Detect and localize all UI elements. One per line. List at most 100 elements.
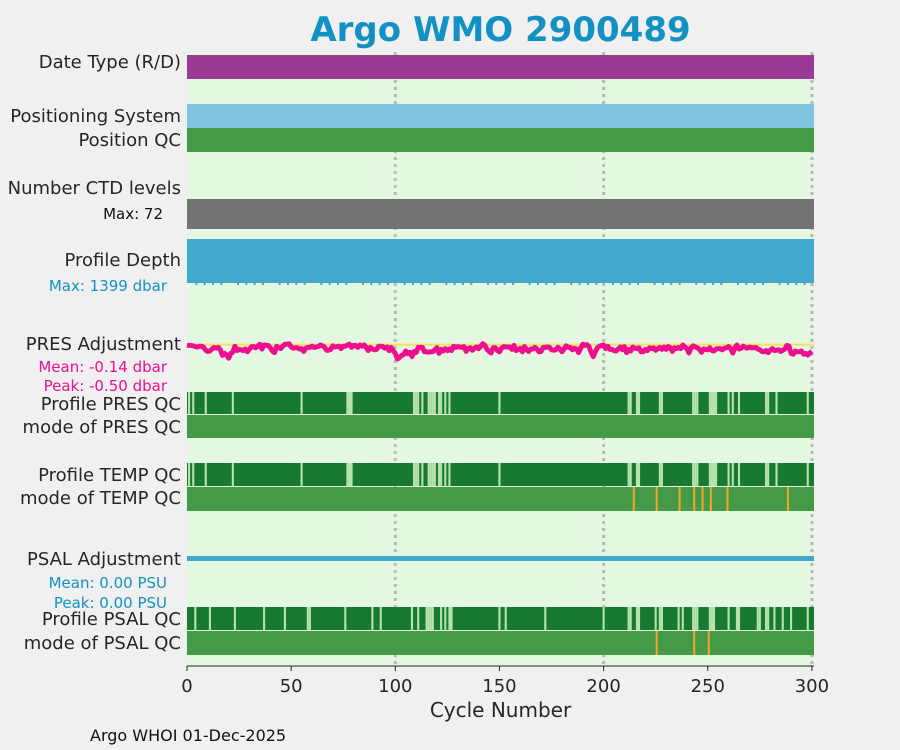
- profile-psal-qc-bar-gap-124: [444, 607, 447, 630]
- depth-tick-292: [795, 283, 798, 285]
- depth-tick-136: [470, 283, 473, 285]
- temp-qc-flag-251: [709, 487, 712, 511]
- profile-pres-qc-bar-gap-116: [427, 392, 430, 414]
- profile-temp-qc-bar-gap-111: [417, 463, 420, 486]
- profile-temp-qc-bar-gap-298: [806, 463, 809, 486]
- profile-pres-qc-bar-gap-262: [731, 392, 734, 414]
- profile-pres-qc-bar-gap-243: [692, 392, 695, 414]
- profile-psal-qc-bar-gap-37: [263, 607, 266, 630]
- profile-psal-qc-bar-gap-59: [308, 607, 311, 630]
- depth-tick-248: [703, 283, 706, 285]
- depth-tick-36: [261, 283, 264, 285]
- label-date-type: Date Type (R/D): [38, 52, 181, 73]
- profile-psal-qc-bar-gap-279: [767, 607, 770, 630]
- profile-temp-qc-bar-gap-243: [692, 463, 695, 486]
- profile-temp-qc-bar-gap-22: [231, 463, 234, 486]
- profile-temp-qc-bar-gap-278: [765, 463, 768, 486]
- profile-pres-qc-bar-gap-251: [708, 392, 711, 414]
- depth-tick-168: [536, 283, 539, 285]
- profile-psal-qc-bar-gap-238: [681, 607, 684, 630]
- profile-temp-qc-bar-gap-252: [710, 463, 713, 486]
- mode-pres-qc-bar: [187, 415, 814, 438]
- mode-psal-qc-bar: [187, 631, 814, 655]
- profile-psal-qc-bar-gap-93: [379, 607, 382, 630]
- depth-tick-184: [570, 283, 573, 285]
- profile-psal-qc-bar-gap-265: [737, 607, 741, 630]
- profile-temp-qc-bar-gap-213: [629, 463, 632, 486]
- temp-qc-flag-288: [786, 487, 789, 511]
- profile-temp-qc-bar-gap-119: [433, 463, 436, 486]
- depth-tick-116: [428, 283, 431, 285]
- profile-temp-qc-bar-gap-265: [737, 463, 741, 486]
- depth-tick-128: [453, 283, 456, 285]
- temp-qc-flag-236: [678, 487, 681, 511]
- x-tick-label-300: 300: [795, 676, 829, 697]
- profile-psal-qc-bar-gap-228: [660, 607, 663, 630]
- depth-tick-216: [636, 283, 639, 285]
- profile-psal-qc-bar-gap-4: [194, 607, 197, 630]
- profile-pres-qc-bar-gap-254: [715, 392, 718, 414]
- depth-tick-196: [595, 283, 598, 285]
- profile-psal-qc-bar-gap-115: [425, 607, 428, 630]
- profile-temp-qc-bar-gap-254: [715, 463, 718, 486]
- depth-tick-4: [195, 283, 198, 285]
- profile-psal-qc-bar-gap-108: [410, 607, 414, 630]
- label-profile-psal-qc: Profile PSAL QC: [41, 609, 181, 630]
- profile-psal-qc-bar-gap-118: [431, 607, 434, 630]
- psal-mean-label: Mean: 0.00 PSU: [48, 574, 167, 592]
- x-axis: 0 50 100 150 200 250 300: [181, 665, 829, 697]
- profile-psal-qc-bar-gap-290: [790, 607, 793, 630]
- profile-temp-qc-bar-gap-283: [775, 463, 778, 486]
- depth-tick-232: [670, 283, 673, 285]
- profile-temp-qc-bar-gap-110: [415, 463, 418, 486]
- depth-tick-152: [503, 283, 506, 285]
- profile-temp-qc-bar-gap-122: [440, 463, 443, 486]
- profile-psal-qc-bar-gap-286: [781, 607, 784, 630]
- depth-tick-12: [211, 283, 214, 285]
- profile-pres-qc-bar-gap-228: [660, 392, 663, 414]
- depth-tick-244: [695, 283, 698, 285]
- profile-temp-qc-bar-gap-113: [421, 463, 424, 486]
- temp-qc-flag-259: [726, 487, 729, 511]
- depth-tick-16: [220, 283, 223, 285]
- profile-temp-qc-bar-gap-228: [660, 463, 663, 486]
- ctd-max-label: Max: 72: [103, 205, 163, 223]
- profile-pres-qc-bar-gap-216: [635, 392, 638, 414]
- profile-psal-qc-bar-gap-278: [765, 607, 768, 630]
- profile-pres-qc-bar-gap-124: [444, 392, 447, 414]
- depth-tick-28: [245, 283, 248, 285]
- mode-temp-qc-bar: [187, 487, 814, 511]
- profile-psal-qc-bar-gap-252: [710, 607, 713, 630]
- label-ctd-levels: Number CTD levels: [7, 178, 181, 199]
- temp-qc-flag-214: [632, 487, 635, 511]
- depth-tick-108: [411, 283, 414, 285]
- depth-tick-112: [420, 283, 423, 285]
- pres-adjustment-line: [186, 341, 814, 362]
- profile-pres-qc-bar-gap-55: [300, 392, 303, 414]
- profile-pres-qc-bar-gap-150: [498, 392, 501, 414]
- depth-tick-56: [303, 283, 306, 285]
- profile-pres-qc-bar-gap-283: [775, 392, 778, 414]
- label-positioning-system: Positioning System: [10, 106, 181, 127]
- profile-pres-qc-bar-gap-213: [629, 392, 632, 414]
- profile-pres-qc-bar-gap-117: [429, 392, 432, 414]
- profile-psal-qc-bar-gap-236: [677, 607, 680, 630]
- profile-pres-qc-bar-gap-278: [765, 392, 768, 414]
- x-tick-label-0: 0: [181, 676, 192, 697]
- profile-psal-qc-bar-gap-260: [727, 607, 730, 630]
- x-tick-label-100: 100: [378, 676, 412, 697]
- profile-psal-qc-bar-gap-216: [635, 607, 638, 630]
- profile-pres-qc-bar-gap-217: [637, 392, 641, 414]
- depth-tick-144: [486, 283, 489, 285]
- profile-temp-qc-bar-gap-78: [348, 463, 351, 486]
- profile-psal-qc-bar-gap-150: [498, 607, 501, 630]
- profile-psal-qc-bar-gap-127: [450, 607, 453, 630]
- x-tick-label-250: 250: [691, 676, 725, 697]
- profile-psal-qc-bar-gap-275: [758, 607, 761, 630]
- profile-psal-qc-bar-gap-126: [448, 607, 451, 630]
- depth-tick-84: [361, 283, 364, 285]
- ctd-levels-bar: [187, 199, 814, 229]
- depth-tick-272: [753, 283, 756, 285]
- depth-tick-92: [378, 283, 381, 285]
